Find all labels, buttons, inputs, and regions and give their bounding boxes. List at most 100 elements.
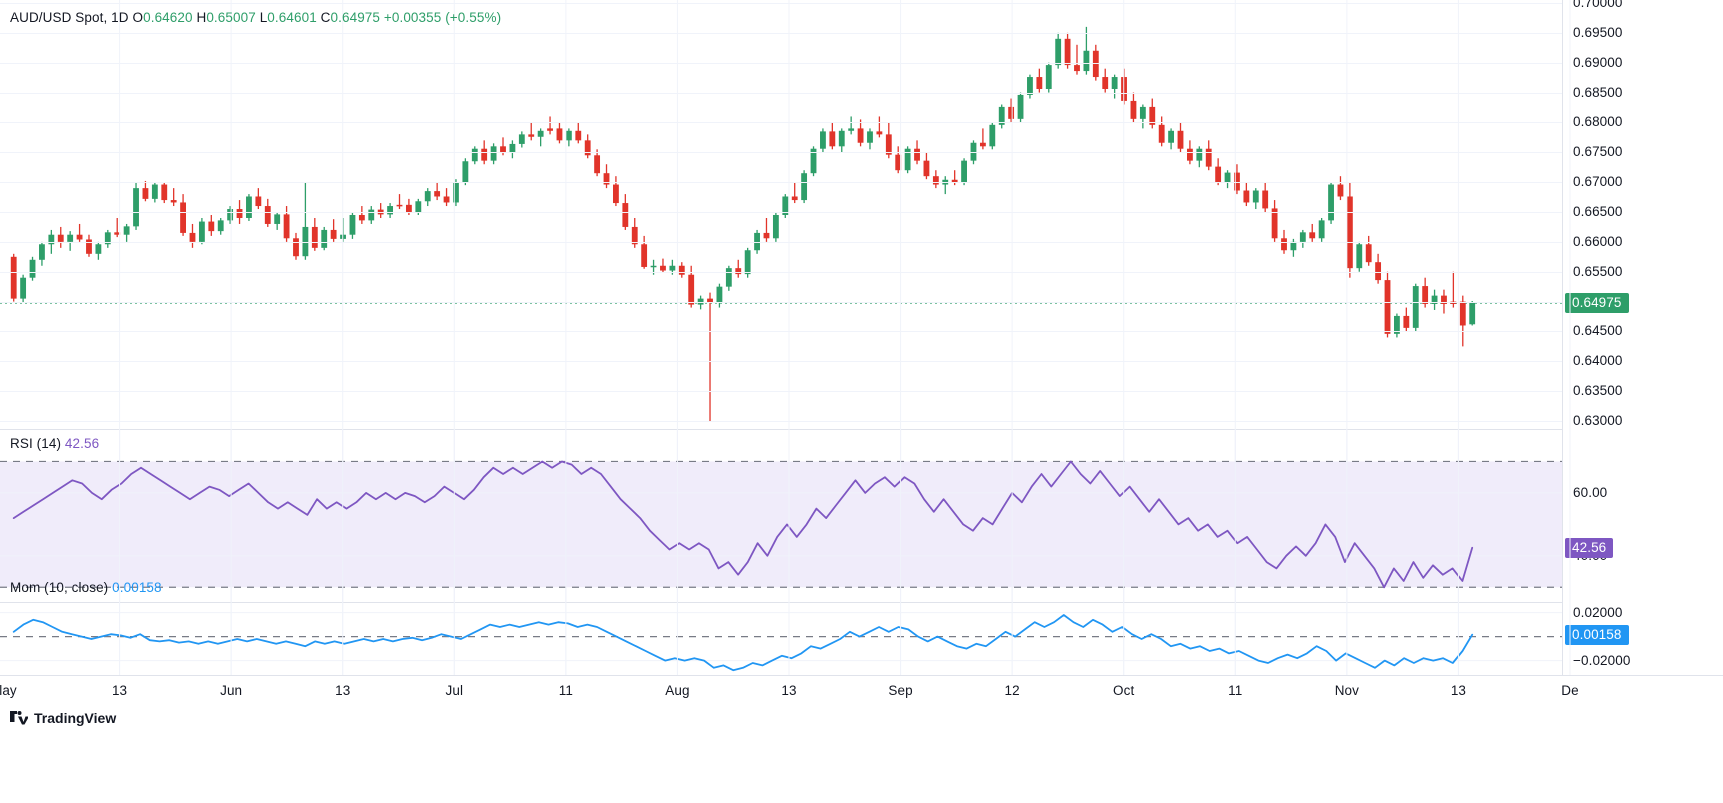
ohlc-close-value: 0.64975	[330, 10, 381, 25]
candle	[1459, 295, 1466, 347]
time-axis-tick: Nov	[1334, 683, 1359, 698]
candle	[1224, 170, 1231, 189]
price-gridline	[0, 152, 1562, 154]
candle	[1337, 176, 1344, 201]
candle	[246, 194, 252, 221]
price-scale[interactable]: 0.70000 0.69500 0.69000 0.68500 0.68000 0.675…	[1562, 0, 1723, 675]
candle	[302, 182, 309, 260]
candle	[782, 194, 789, 218]
candle	[86, 234, 92, 257]
candle	[123, 223, 130, 242]
ohlc-open-value: 0.64620	[143, 10, 193, 25]
candle	[1102, 68, 1109, 93]
tradingview-branding[interactable]: TradingView	[10, 710, 116, 726]
time-axis-tick: Oct	[1113, 683, 1135, 698]
rsi-title[interactable]: RSI (14)	[10, 436, 62, 451]
candle	[772, 212, 779, 242]
candle	[584, 134, 591, 159]
price-axis-tick: 0.69500	[1573, 24, 1623, 40]
candle	[114, 217, 121, 238]
candle	[39, 241, 45, 266]
momentum-title[interactable]: Mom (10, close)	[10, 580, 109, 595]
candle	[716, 283, 723, 308]
candle	[368, 206, 375, 224]
price-gridline	[0, 271, 1562, 273]
candle	[358, 206, 365, 224]
time-axis-tick: 12	[1004, 683, 1020, 698]
candle	[820, 128, 826, 153]
price-change: +0.00355 (+0.55%)	[383, 10, 502, 25]
rsi-pane[interactable]	[0, 430, 1571, 603]
candle	[462, 158, 469, 186]
candle	[631, 217, 638, 248]
candle	[142, 180, 149, 202]
candle	[1215, 158, 1222, 186]
candle	[1394, 313, 1400, 338]
momentum-value-badge[interactable]: 0.00158	[1565, 624, 1629, 645]
price-gridline	[0, 421, 1562, 423]
momentum-pane[interactable]	[0, 603, 1571, 675]
candle	[349, 212, 356, 239]
candle	[923, 152, 930, 180]
candle	[1318, 217, 1325, 242]
candle	[989, 122, 996, 150]
candle	[1205, 140, 1212, 171]
price-axis-tick: 0.67500	[1573, 144, 1623, 160]
time-axis-tick: 13	[111, 683, 128, 698]
price-gridline	[0, 241, 1562, 243]
rsi-value-badge[interactable]: 42.56	[1565, 537, 1614, 558]
time-axis-tick: 11	[1228, 683, 1243, 698]
tradingview-wordmark: TradingView	[34, 710, 117, 726]
momentum-legend: Mom (10, close) 0.00158	[10, 580, 162, 595]
price-axis-tick: 0.70000	[1573, 0, 1623, 10]
ohlc-high-label: H	[196, 10, 207, 25]
price-axis-tick: 0.68000	[1573, 114, 1623, 130]
candle	[1403, 307, 1410, 332]
time-axis-tick: Aug	[665, 683, 690, 698]
candle	[1196, 146, 1203, 168]
momentum-axis-tick: 0.02000	[1573, 604, 1623, 620]
candle	[20, 274, 27, 303]
current-price-badge[interactable]: 0.64975	[1565, 293, 1629, 314]
momentum-axis-tick: −0.02000	[1573, 652, 1631, 668]
candle	[848, 116, 855, 135]
candle	[1045, 62, 1052, 93]
ohlc-close-label: C	[320, 10, 331, 25]
price-pane[interactable]	[0, 0, 1562, 430]
candle	[396, 194, 403, 210]
momentum-plot-layer	[0, 603, 1571, 675]
candle	[443, 188, 450, 207]
price-gridline	[0, 331, 1562, 333]
price-candles-layer	[0, 26, 1562, 422]
candle	[1328, 182, 1334, 224]
symbol-title[interactable]: AUD/USD Spot, 1D	[10, 10, 129, 25]
candle	[29, 256, 36, 281]
candle	[1008, 98, 1015, 123]
candle	[1074, 44, 1080, 75]
candle	[1139, 104, 1146, 129]
candle	[1234, 164, 1240, 195]
candle	[537, 128, 544, 147]
time-axis-tick: lay	[0, 683, 17, 698]
candle	[613, 176, 619, 207]
price-gridline	[0, 2, 1562, 4]
candle	[76, 223, 83, 242]
candle	[763, 217, 770, 242]
candle	[255, 188, 262, 210]
candle	[876, 116, 883, 138]
rsi-axis-tick: 60.00	[1573, 484, 1608, 500]
candle	[151, 182, 158, 203]
time-scale[interactable]: lay 13 Jun 13 Jul 11 Aug 13 Sep 12 Oct 11 Nov 13 De	[0, 675, 1723, 710]
time-axis-tick: Jun	[220, 683, 243, 698]
candle	[1036, 68, 1043, 93]
price-gridline	[0, 212, 1562, 213]
candle	[1243, 182, 1250, 207]
price-axis-tick: 0.64000	[1573, 353, 1623, 369]
time-axis-tick: 13	[781, 683, 797, 698]
rsi-value: 42.56	[64, 436, 100, 451]
price-gridline	[0, 182, 1562, 184]
pane-divider-rsi-momentum	[0, 602, 1562, 603]
candle	[791, 182, 798, 204]
candle	[198, 217, 205, 245]
price-gridline	[0, 391, 1562, 393]
